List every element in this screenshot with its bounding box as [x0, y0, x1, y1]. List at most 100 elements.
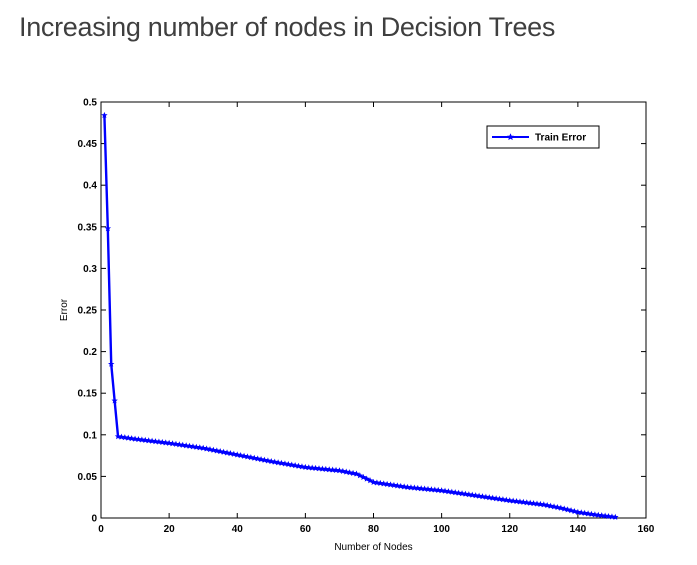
data-point-marker: [390, 481, 398, 488]
data-point-marker: [435, 486, 442, 493]
data-point-marker: [131, 435, 139, 442]
y-tick-label: 0.15: [78, 389, 98, 400]
data-point-marker: [332, 466, 340, 473]
data-point-marker: [479, 493, 486, 500]
data-point-marker: [540, 501, 548, 508]
data-point-marker: [417, 485, 425, 492]
data-point-marker: [550, 503, 558, 510]
data-point-marker: [210, 446, 217, 453]
data-point-marker: [554, 503, 561, 511]
data-point-marker: [312, 464, 319, 471]
x-tick-label: 60: [300, 524, 312, 535]
data-point-marker: [244, 453, 251, 460]
data-point-marker: [438, 487, 445, 494]
y-tick-label: 0.25: [78, 306, 98, 317]
data-point-marker: [496, 495, 503, 502]
data-point-marker: [138, 436, 146, 443]
data-point-marker: [482, 493, 490, 500]
data-point-marker: [370, 478, 377, 485]
data-point-marker: [564, 506, 571, 513]
data-point-marker: [257, 456, 265, 463]
data-point-marker: [118, 433, 125, 440]
data-point-marker: [319, 465, 326, 472]
data-point-marker: [605, 512, 612, 520]
data-point-marker: [176, 441, 183, 448]
plot-frame: [100, 101, 647, 519]
x-tick-label: 80: [368, 524, 380, 535]
axis-ticks: 0 20 40 60 80 100 120 140 160 0 0.05 0.1 0.15 0.2 0.25…: [78, 98, 655, 536]
data-point-marker: [588, 510, 595, 517]
data-point-marker: [567, 507, 575, 514]
data-point-marker: [516, 498, 524, 505]
y-tick-label: 0.35: [78, 222, 98, 233]
data-point-marker: [193, 443, 200, 450]
legend-label: Train Error: [535, 133, 586, 144]
data-point-marker: [288, 461, 295, 468]
data-point-marker: [179, 441, 186, 448]
data-point-marker: [492, 495, 500, 502]
data-point-marker: [125, 434, 132, 441]
data-point-marker: [526, 499, 534, 506]
data-point-marker: [329, 466, 336, 473]
legend-box: [486, 125, 600, 149]
legend: Train Error: [486, 125, 600, 149]
data-point-marker: [598, 512, 605, 519]
data-point-marker: [571, 507, 578, 515]
y-tick-label: 0.5: [83, 98, 97, 109]
data-point-marker: [142, 436, 149, 443]
x-tick-label: 160: [638, 524, 655, 535]
data-point-marker: [547, 502, 554, 509]
data-point-marker: [397, 482, 404, 489]
y-tick-label: 0.3: [83, 264, 97, 275]
data-point-marker: [159, 438, 166, 446]
data-point-marker: [387, 481, 394, 488]
data-point-marker: [523, 499, 530, 506]
data-point-marker: [165, 439, 173, 446]
data-point-marker: [578, 509, 585, 516]
data-point-marker: [186, 442, 193, 449]
data-point-marker: [445, 488, 452, 495]
data-point-marker: [182, 442, 190, 449]
data-point-marker: [104, 225, 112, 232]
data-point-marker: [574, 508, 582, 515]
data-point-marker: [101, 111, 108, 119]
data-point-marker: [240, 452, 248, 459]
data-point-marker: [489, 494, 496, 501]
data-point-marker: [261, 456, 268, 463]
data-point-marker: [557, 504, 565, 511]
data-point-marker: [561, 505, 568, 512]
data-point-marker: [533, 500, 541, 507]
data-point-marker: [343, 468, 350, 475]
data-point-marker: [121, 434, 129, 441]
data-point-marker: [145, 437, 152, 444]
data-point-marker: [189, 443, 197, 450]
x-tick-label: 0: [98, 524, 104, 535]
data-point-marker: [268, 458, 275, 465]
data-point-marker: [135, 436, 142, 443]
data-point-marker: [336, 467, 343, 474]
data-point-marker: [271, 458, 278, 465]
data-point-marker: [448, 488, 456, 495]
data-point-marker: [298, 463, 306, 470]
data-point-marker: [509, 497, 517, 504]
data-point-marker: [108, 360, 115, 367]
data-point-marker: [349, 469, 357, 476]
x-tick-label: 40: [232, 524, 244, 535]
y-tick-label: 0: [91, 514, 97, 525]
data-point-marker: [400, 483, 408, 490]
data-point-marker: [421, 485, 428, 492]
data-point-marker: [148, 437, 156, 444]
y-tick-label: 0.1: [83, 430, 97, 441]
data-point-marker: [520, 498, 527, 505]
series-layer: [101, 111, 619, 520]
data-point-marker: [308, 464, 316, 471]
data-point-marker: [455, 489, 462, 496]
data-point-marker: [452, 489, 459, 496]
y-tick-label: 0.05: [78, 472, 98, 483]
data-point-marker: [227, 450, 234, 457]
data-point-marker: [486, 494, 493, 501]
data-point-marker: [584, 510, 592, 517]
data-point-marker: [407, 484, 415, 491]
data-point-marker: [544, 501, 551, 509]
